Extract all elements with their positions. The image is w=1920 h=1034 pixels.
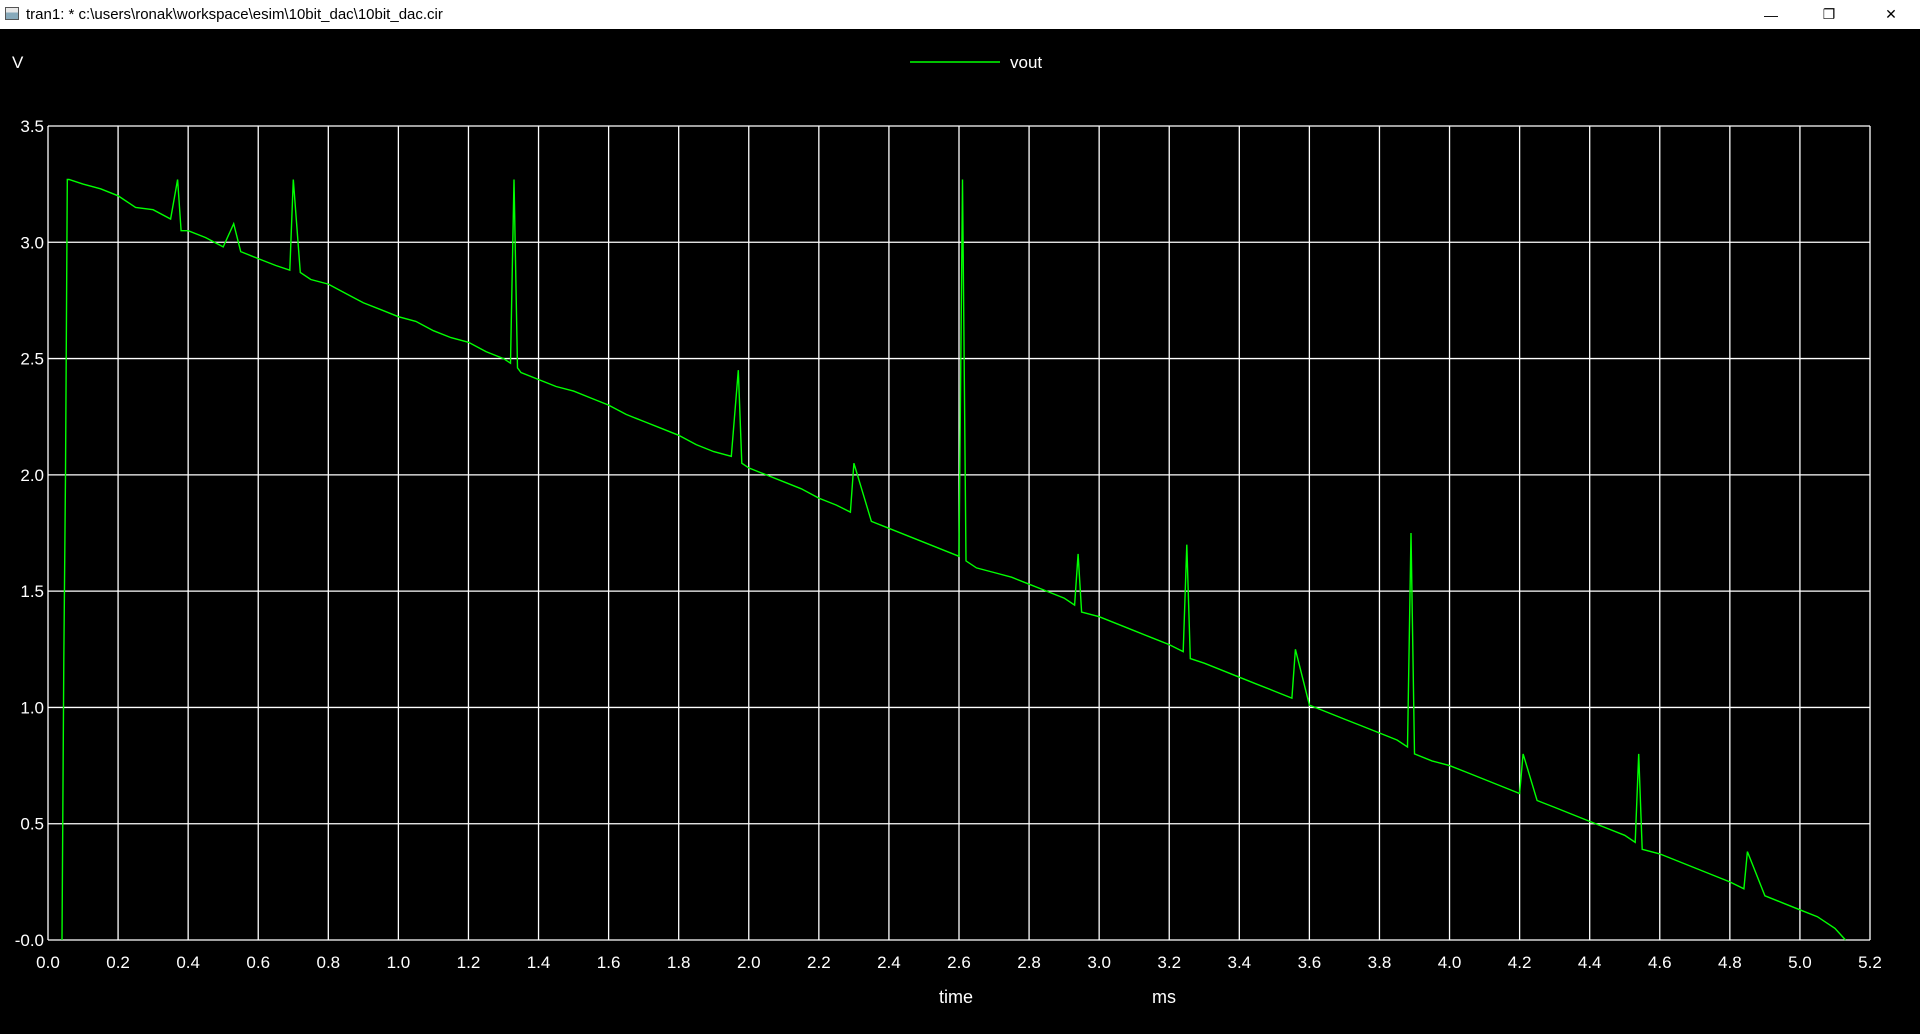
x-tick-label: 3.6 xyxy=(1298,953,1322,972)
x-tick-label: 0.6 xyxy=(246,953,270,972)
x-tick-label: 0.4 xyxy=(176,953,200,972)
x-tick-label: 2.8 xyxy=(1017,953,1041,972)
close-button[interactable]: ✕ xyxy=(1885,6,1897,22)
x-tick-label: 3.8 xyxy=(1368,953,1392,972)
x-tick-label: 4.8 xyxy=(1718,953,1742,972)
x-tick-label: 4.0 xyxy=(1438,953,1462,972)
x-tick-label: 4.6 xyxy=(1648,953,1672,972)
x-tick-label: 3.0 xyxy=(1087,953,1111,972)
y-tick-label: 2.5 xyxy=(20,350,44,369)
x-tick-label: 4.4 xyxy=(1578,953,1602,972)
vout-chart: 0.0 0.2 0.4 0.6 0.8 1.0 1.2 1.4 1.6 1.8 2.0 2.2 2.4 2… xyxy=(12,53,1882,1007)
tick-labels: 0.0 0.2 0.4 0.6 0.8 1.0 1.2 1.4 1.6 1.8 2.0 2.2 2.4 2… xyxy=(15,117,1882,972)
x-axis-label: time xyxy=(939,987,973,1007)
x-tick-label: 2.2 xyxy=(807,953,831,972)
x-tick-label: 0.0 xyxy=(36,953,60,972)
x-tick-label: 4.2 xyxy=(1508,953,1532,972)
maximize-button[interactable]: ❐ xyxy=(1822,6,1836,22)
x-tick-label: 2.4 xyxy=(877,953,901,972)
x-tick-label: 5.0 xyxy=(1788,953,1812,972)
y-tick-label: -0.0 xyxy=(15,931,44,950)
x-tick-label: 1.0 xyxy=(387,953,411,972)
x-tick-label: 2.0 xyxy=(737,953,761,972)
x-tick-label: 2.6 xyxy=(947,953,971,972)
y-tick-label: 0.5 xyxy=(20,815,44,834)
y-tick-label: 2.0 xyxy=(20,466,44,485)
plot-area[interactable]: 0.0 0.2 0.4 0.6 0.8 1.0 1.2 1.4 1.6 1.8 2.0 2.2 2.4 2… xyxy=(0,29,1920,1029)
x-axis-unit: ms xyxy=(1152,987,1176,1007)
x-tick-label: 1.4 xyxy=(527,953,551,972)
y-tick-label: 1.0 xyxy=(20,698,44,717)
x-tick-label: 1.2 xyxy=(457,953,481,972)
y-axis-label: V xyxy=(12,53,24,72)
window-title: tran1: * c:\users\ronak\workspace\esim\1… xyxy=(26,6,443,23)
y-tick-label: 1.5 xyxy=(20,582,44,601)
minimize-button[interactable]: — xyxy=(1764,6,1778,23)
title-bar: tran1: * c:\users\ronak\workspace\esim\1… xyxy=(0,0,1920,29)
x-tick-label: 1.6 xyxy=(597,953,621,972)
x-tick-label: 3.2 xyxy=(1157,953,1181,972)
x-tick-label: 0.2 xyxy=(106,953,130,972)
x-tick-label: 0.8 xyxy=(316,953,340,972)
y-tick-label: 3.5 xyxy=(20,117,44,136)
series-line-vout xyxy=(61,178,1847,941)
x-tick-label: 1.8 xyxy=(667,953,691,972)
legend-label-vout: vout xyxy=(1010,53,1042,72)
x-tick-label: 3.4 xyxy=(1227,953,1251,972)
y-tick-label: 3.0 xyxy=(20,233,44,252)
plot-window-icon xyxy=(5,7,19,20)
x-tick-label: 5.2 xyxy=(1858,953,1882,972)
grid xyxy=(47,125,1871,941)
